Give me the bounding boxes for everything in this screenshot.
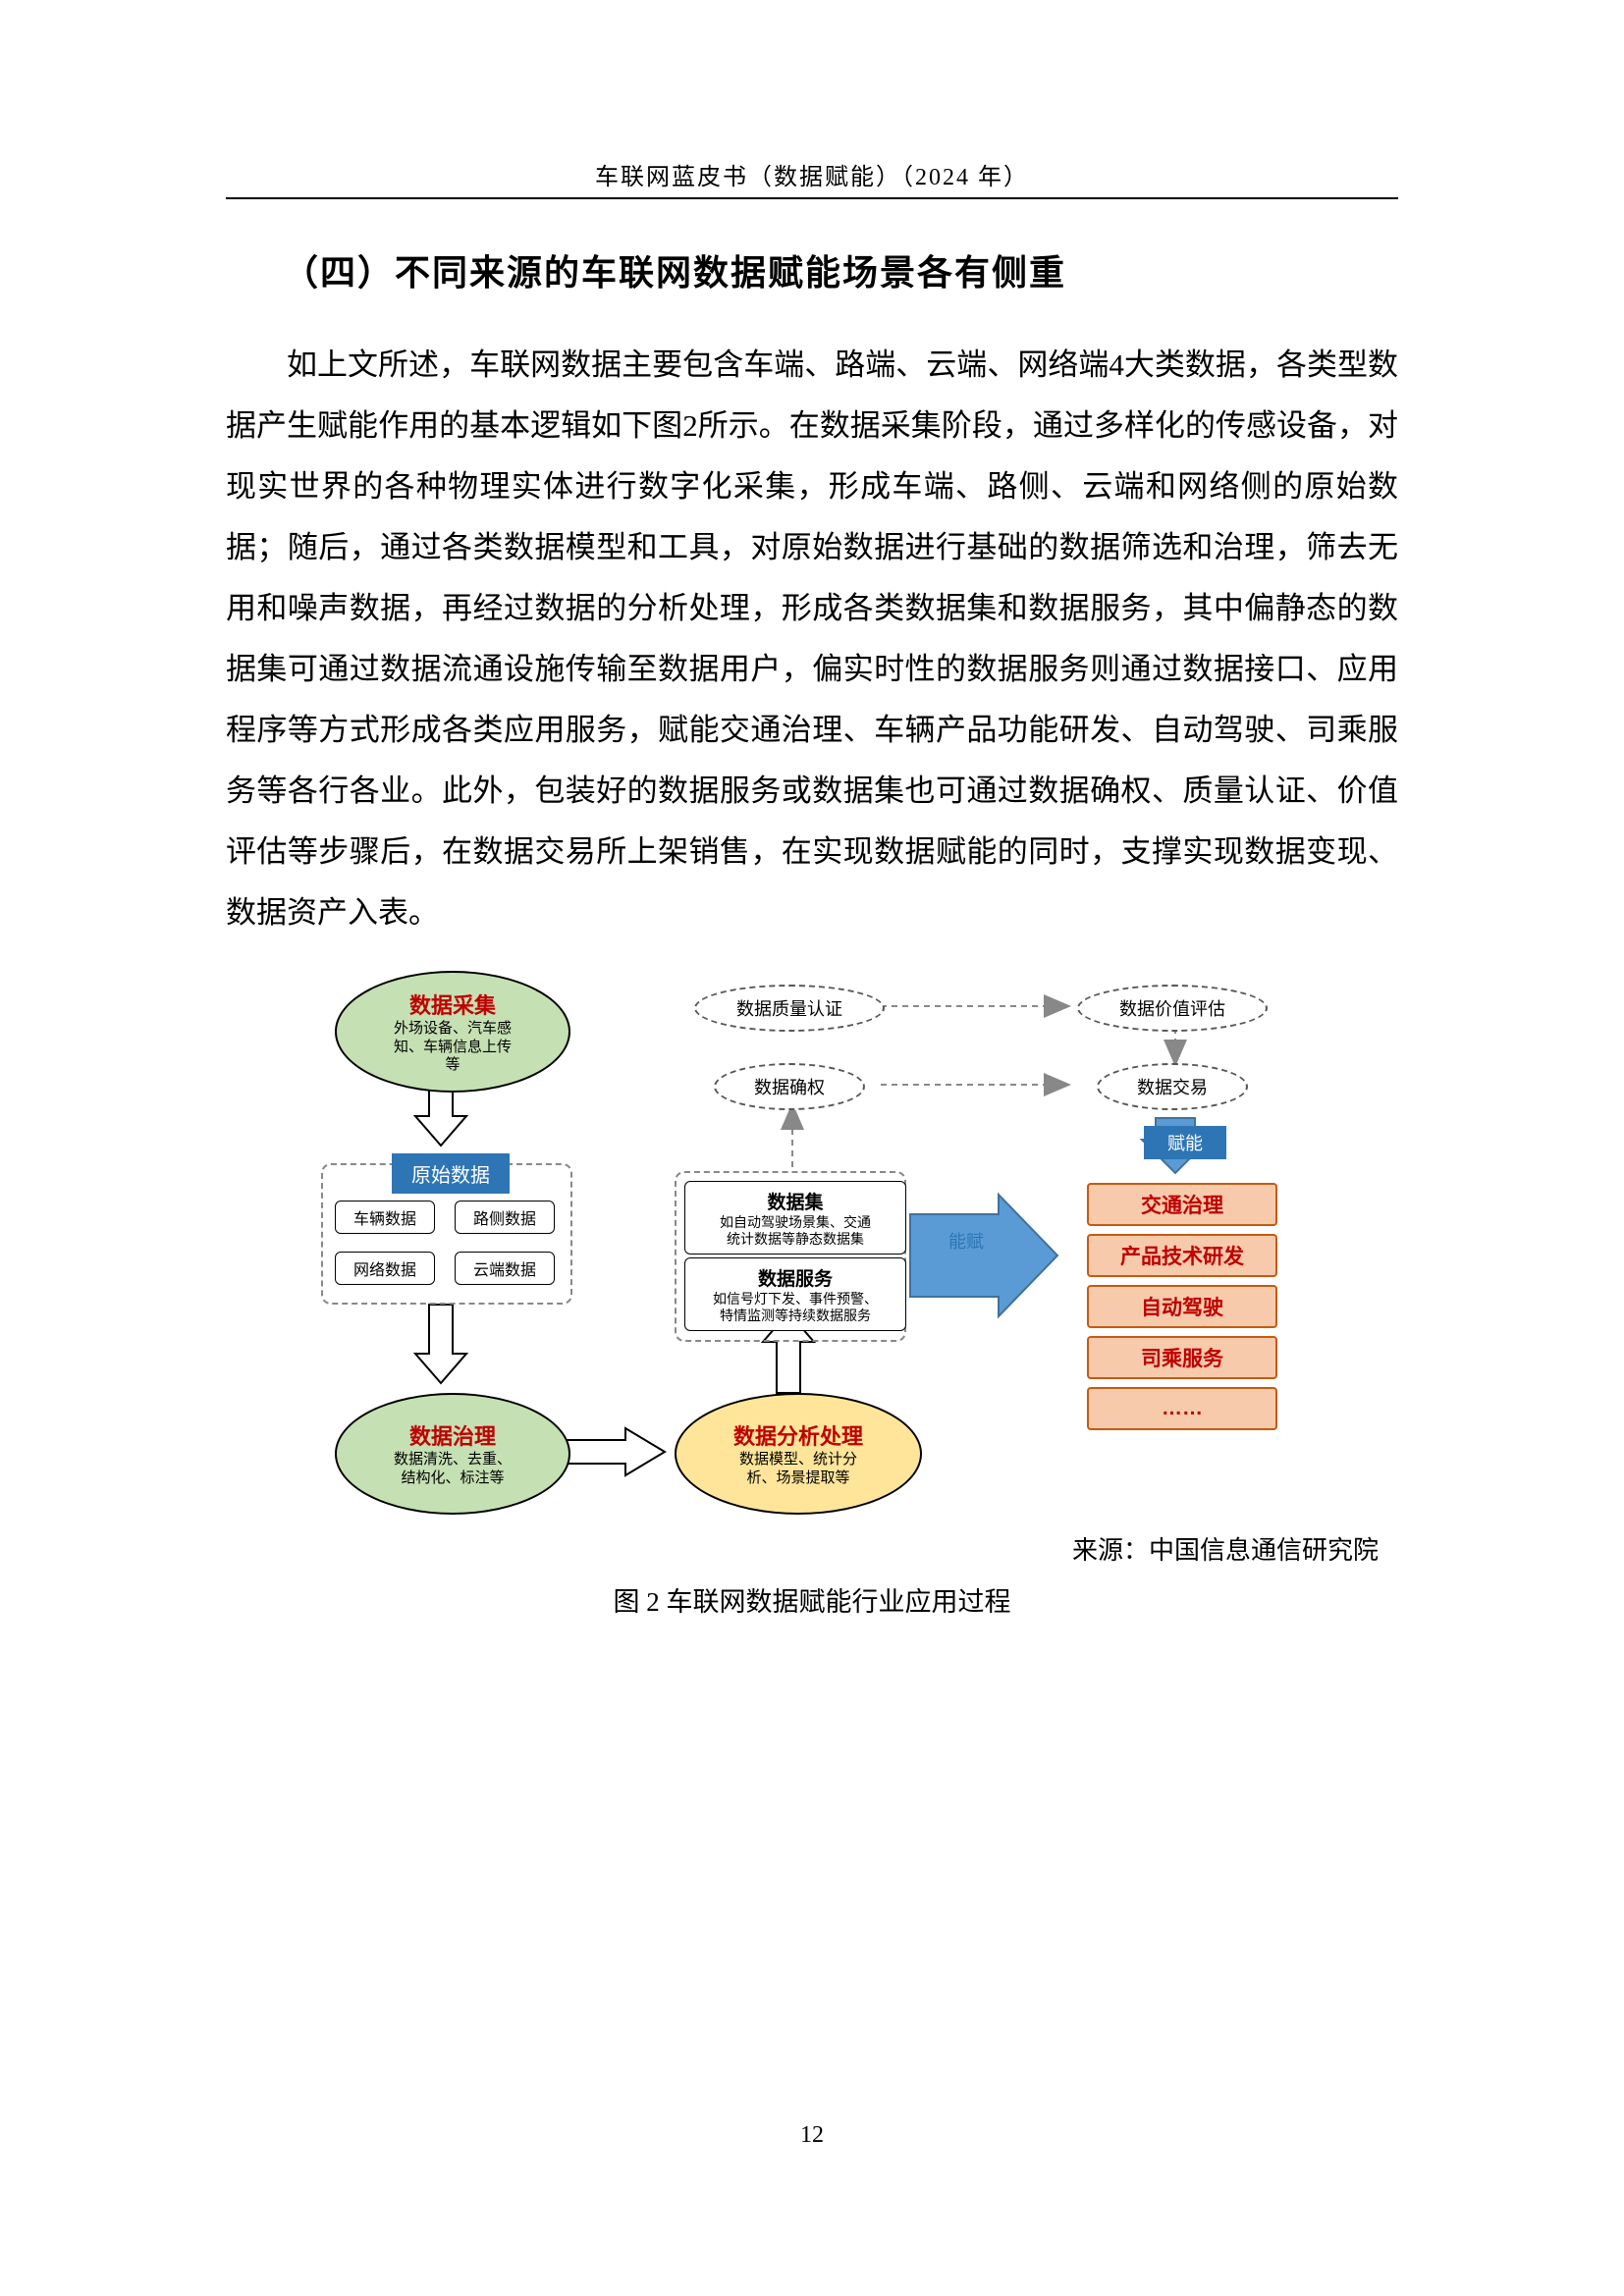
node-data-collect: 数据采集 外场设备、汽车感知、车辆信息上传等 — [335, 971, 570, 1093]
node-govern-title: 数据治理 — [409, 1419, 496, 1451]
dataset-sub: 如自动驾驶场景集、交通统计数据等静态数据集 — [691, 1214, 899, 1248]
dataset-title: 数据集 — [691, 1188, 899, 1214]
output-product: 产品技术研发 — [1087, 1234, 1277, 1277]
dataservice-sub: 如信号灯下发、事件预警、特情监测等持续数据服务 — [691, 1291, 899, 1324]
output-service: 司乘服务 — [1087, 1336, 1277, 1379]
node-data-right: 数据确权 — [714, 1063, 865, 1110]
raw-box-vehicle: 车辆数据 — [335, 1201, 435, 1234]
header-rule — [226, 197, 1398, 199]
raw-box-network: 网络数据 — [335, 1252, 435, 1285]
node-dataset: 数据集 如自动驾驶场景集、交通统计数据等静态数据集 — [684, 1181, 906, 1255]
node-collect-title: 数据采集 — [409, 988, 496, 1020]
node-value-eval: 数据价值评估 — [1077, 985, 1268, 1032]
output-traffic: 交通治理 — [1087, 1183, 1277, 1226]
node-collect-sub: 外场设备、汽车感知、车辆信息上传等 — [394, 1020, 512, 1075]
node-quality-cert: 数据质量认证 — [694, 985, 885, 1032]
empower-arrow-label: 赋能 — [947, 1232, 983, 1250]
node-dataservice: 数据服务 如信号灯下发、事件预警、特情监测等持续数据服务 — [684, 1257, 906, 1331]
running-head: 车联网蓝皮书（数据赋能）（2024 年） — [226, 157, 1398, 191]
figure-caption: 图 2 车联网数据赋能行业应用过程 — [226, 1580, 1398, 1619]
body-paragraph: 如上文所述，车联网数据主要包含车端、路端、云端、网络端4大类数据，各类型数据产生… — [226, 335, 1398, 943]
raw-box-cloud: 云端数据 — [455, 1252, 555, 1285]
node-govern-sub: 数据清洗、去重、结构化、标注等 — [394, 1451, 512, 1488]
empower-label: 赋能 — [1144, 1126, 1226, 1159]
figure-source: 来源：中国信息通信研究院 — [226, 1530, 1398, 1567]
node-data-trade: 数据交易 — [1097, 1063, 1248, 1110]
dataservice-title: 数据服务 — [691, 1264, 899, 1291]
raw-data-label: 原始数据 — [392, 1153, 510, 1194]
section-heading: （四）不同来源的车联网数据赋能场景各有侧重 — [283, 244, 1398, 295]
figure-2-diagram: 数据质量认证 数据价值评估 数据确权 数据交易 数据采集 外场设备、汽车感知、车… — [311, 971, 1313, 1521]
node-analyze-sub: 数据模型、统计分析、场景提取等 — [739, 1451, 857, 1488]
output-more: …… — [1087, 1387, 1277, 1430]
node-analyze-title: 数据分析处理 — [733, 1419, 863, 1451]
raw-box-road: 路侧数据 — [455, 1201, 555, 1234]
output-autodrive: 自动驾驶 — [1087, 1285, 1277, 1328]
node-data-analyze: 数据分析处理 数据模型、统计分析、场景提取等 — [675, 1393, 922, 1515]
node-data-govern: 数据治理 数据清洗、去重、结构化、标注等 — [335, 1393, 570, 1515]
page-number: 12 — [0, 2122, 1624, 2149]
